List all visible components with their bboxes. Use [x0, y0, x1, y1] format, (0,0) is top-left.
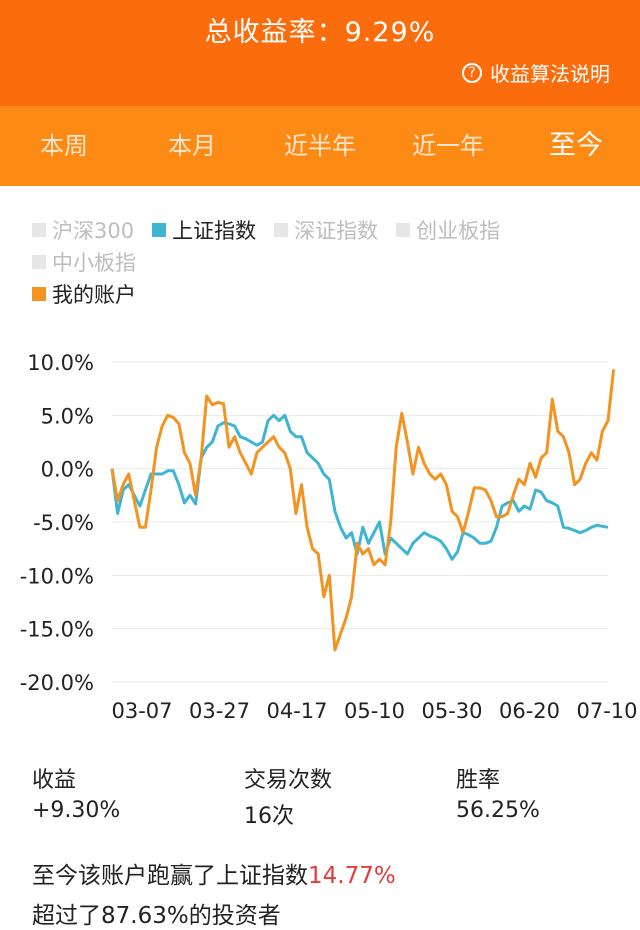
y-tick-label: -20.0% [20, 671, 94, 695]
period-tabs: 本周 本月 近半年 近一年 至今 [0, 106, 640, 186]
tab-to-date[interactable]: 至今 [549, 130, 603, 161]
legend-shanghai-index[interactable]: 上证指数 [152, 215, 256, 245]
x-tick-label: 05-30 [421, 699, 482, 723]
y-tick-label: -10.0% [20, 564, 94, 588]
header-bar: 总收益率：9.29% ? 收益算法说明 [0, 0, 640, 106]
legend-sme-index[interactable]: 中小板指 [32, 247, 136, 277]
chart-legend: 沪深300 上证指数 深证指数 创业板指 中小板指 我的账户 [32, 214, 622, 310]
legend-chinext-index[interactable]: 创业板指 [396, 215, 500, 245]
y-tick-label: 0.0% [41, 458, 94, 482]
y-tick-label: 5.0% [41, 404, 94, 428]
y-tick-label: -15.0% [20, 618, 94, 642]
stat-trade-count: 交易次数 16次 [244, 768, 333, 829]
tab-one-year[interactable]: 近一年 [412, 132, 484, 160]
x-tick-label: 03-27 [189, 699, 250, 723]
help-circle-icon: ? [462, 62, 482, 83]
summary-percentile: 超过了87.63%的投资者 [32, 903, 281, 929]
legend-swatch [274, 223, 289, 237]
legend-swatch [152, 223, 167, 237]
legend-hs300[interactable]: 沪深300 [32, 215, 134, 245]
x-tick-label: 03-07 [111, 699, 172, 723]
x-tick-label: 06-20 [499, 699, 560, 723]
legend-swatch [32, 287, 46, 301]
outperform-value: 14.77% [308, 863, 396, 889]
legend-swatch [32, 255, 46, 269]
return-line-chart: 10.0% 5.0% 0.0% -5.0% -10.0% -15.0% -20.0% 03-0… [20, 351, 638, 723]
x-tick-label: 04-17 [266, 699, 327, 723]
legend-my-account[interactable]: 我的账户 [32, 279, 136, 309]
legend-shenzhen-index[interactable]: 深证指数 [274, 215, 378, 245]
series-line [110, 413, 609, 561]
x-tick-label: 05-10 [344, 699, 405, 723]
y-tick-label: -5.0% [33, 511, 94, 535]
x-tick-label: 07-10 [576, 699, 637, 723]
tab-this-month[interactable]: 本月 [168, 132, 216, 160]
stat-return: 收益 +9.30% [32, 768, 121, 823]
series-line [110, 369, 616, 652]
return-explanation-link[interactable]: ? 收益算法说明 [462, 58, 610, 87]
stat-win-rate: 胜率 56.25% [456, 768, 540, 823]
y-tick-label: 10.0% [27, 351, 94, 375]
legend-swatch [32, 223, 46, 237]
legend-swatch [396, 223, 411, 237]
total-return-title: 总收益率：9.29% [204, 17, 436, 48]
help-label: 收益算法说明 [490, 62, 610, 86]
summary-line: 至今该账户跑赢了上证指数14.77% [32, 863, 396, 889]
tab-this-week[interactable]: 本周 [40, 132, 88, 160]
tab-half-year[interactable]: 近半年 [284, 132, 356, 160]
